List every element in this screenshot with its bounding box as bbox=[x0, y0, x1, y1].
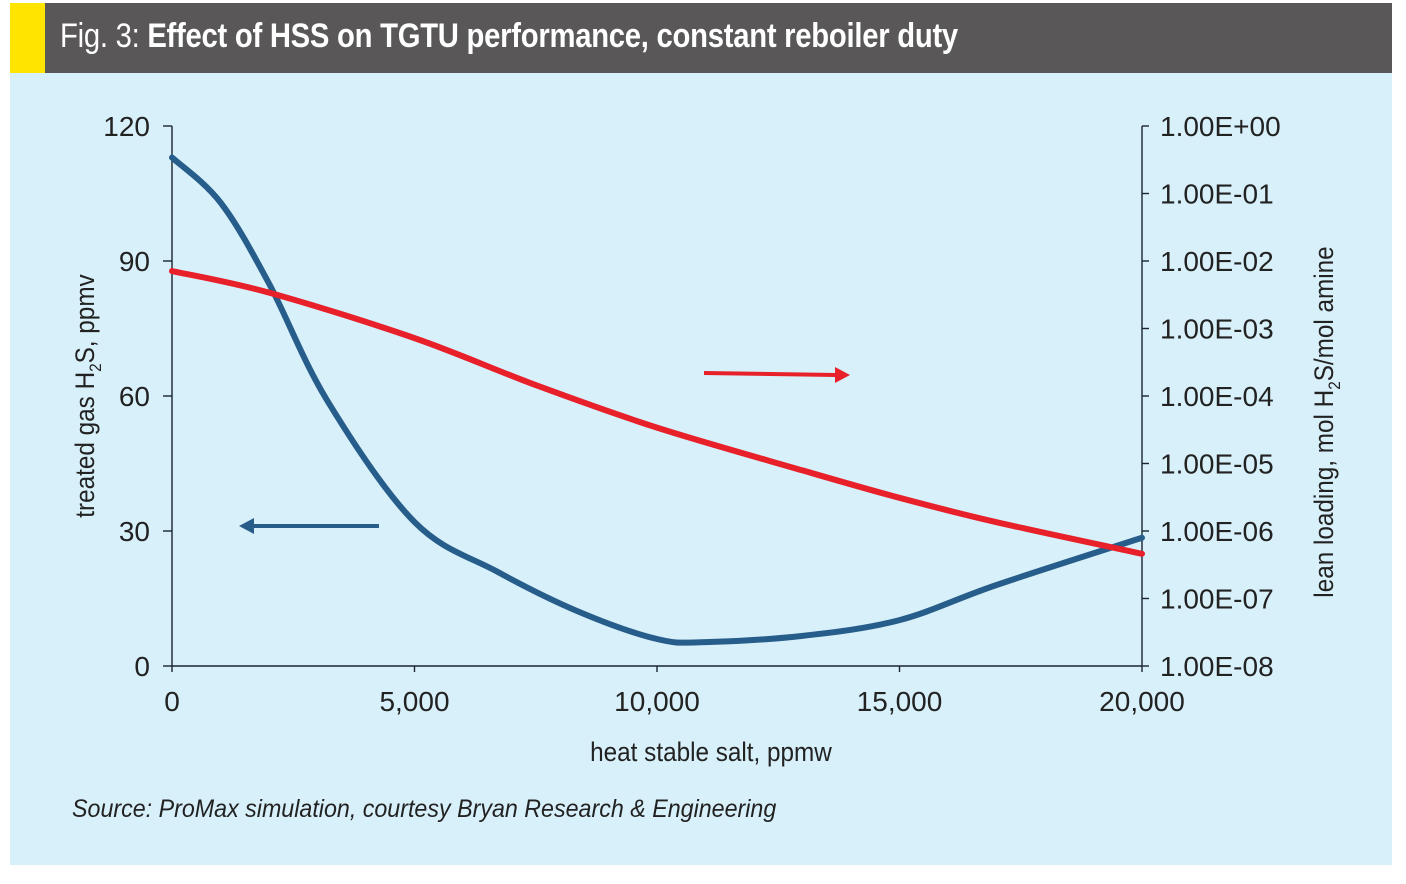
left-axis-title: treated gas H2S, ppmv bbox=[71, 274, 105, 518]
axis-title-part: S/mol amine bbox=[1310, 246, 1339, 381]
x-axis-tick-label: 20,000 bbox=[1099, 686, 1185, 717]
right-axis-tick-label: 1.00E-03 bbox=[1160, 314, 1274, 345]
subscript-2: 2 bbox=[86, 363, 105, 372]
left-arrow-head-icon bbox=[239, 518, 254, 534]
right-arrow-head-icon bbox=[835, 367, 850, 383]
x-axis-tick-label: 10,000 bbox=[614, 686, 700, 717]
left-axis-tick-label: 60 bbox=[119, 381, 150, 412]
axis-title-part: treated gas H bbox=[71, 372, 100, 518]
left-axis-tick-label: 90 bbox=[119, 246, 150, 277]
x-axis-title: heat stable salt, ppmw bbox=[590, 738, 832, 767]
left-axis-tick-label: 30 bbox=[119, 516, 150, 547]
x-axis-tick-label: 0 bbox=[164, 686, 180, 717]
annotation-layer bbox=[239, 367, 850, 534]
figure-header: Fig. 3: Effect of HSS on TGTU performanc… bbox=[10, 3, 1392, 73]
right-axis-tick-label: 1.00E-07 bbox=[1160, 584, 1274, 615]
right-axis-tick-label: 1.00E-08 bbox=[1160, 651, 1274, 682]
axis-title-part: S, ppmv bbox=[71, 274, 100, 363]
right-axis-tick-label: 1.00E-05 bbox=[1160, 449, 1274, 480]
right-arrow-shaft bbox=[703, 371, 837, 377]
subscript-2: 2 bbox=[1325, 381, 1344, 390]
axes: 0 30 60 90 120 0 5,000 10,000 15,000 20,000 1.00E+… bbox=[103, 111, 1280, 717]
right-axis-tick-label: 1.00E-04 bbox=[1160, 381, 1274, 412]
left-axis-tick-label: 120 bbox=[103, 111, 150, 142]
right-axis-tick-label: 1.00E+00 bbox=[1160, 111, 1281, 142]
x-axis-tick-label: 5,000 bbox=[379, 686, 449, 717]
series-layer bbox=[169, 154, 1145, 646]
right-axis-title: lean loading, mol H2S/mol amine bbox=[1310, 246, 1344, 597]
left-axis-tick-label: 0 bbox=[134, 651, 150, 682]
source-note: Source: ProMax simulation, courtesy Brya… bbox=[72, 795, 777, 823]
right-axis-tick-label: 1.00E-06 bbox=[1160, 516, 1274, 547]
header-accent-bar bbox=[10, 3, 45, 73]
axis-title-part: lean loading, mol H bbox=[1310, 390, 1339, 598]
lean-loading-line bbox=[169, 268, 1145, 557]
treated-gas-h2s-line bbox=[169, 154, 1145, 646]
x-axis-tick-label: 15,000 bbox=[857, 686, 943, 717]
right-axis-tick-label: 1.00E-02 bbox=[1160, 246, 1274, 277]
figure-title-text: Effect of HSS on TGTU performance, const… bbox=[147, 17, 958, 55]
figure-panel: Fig. 3: Effect of HSS on TGTU performanc… bbox=[10, 3, 1392, 865]
right-axis-tick-label: 1.00E-01 bbox=[1160, 179, 1274, 210]
figure-number: Fig. 3: bbox=[60, 17, 148, 55]
figure-title: Fig. 3: Effect of HSS on TGTU performanc… bbox=[60, 17, 958, 56]
